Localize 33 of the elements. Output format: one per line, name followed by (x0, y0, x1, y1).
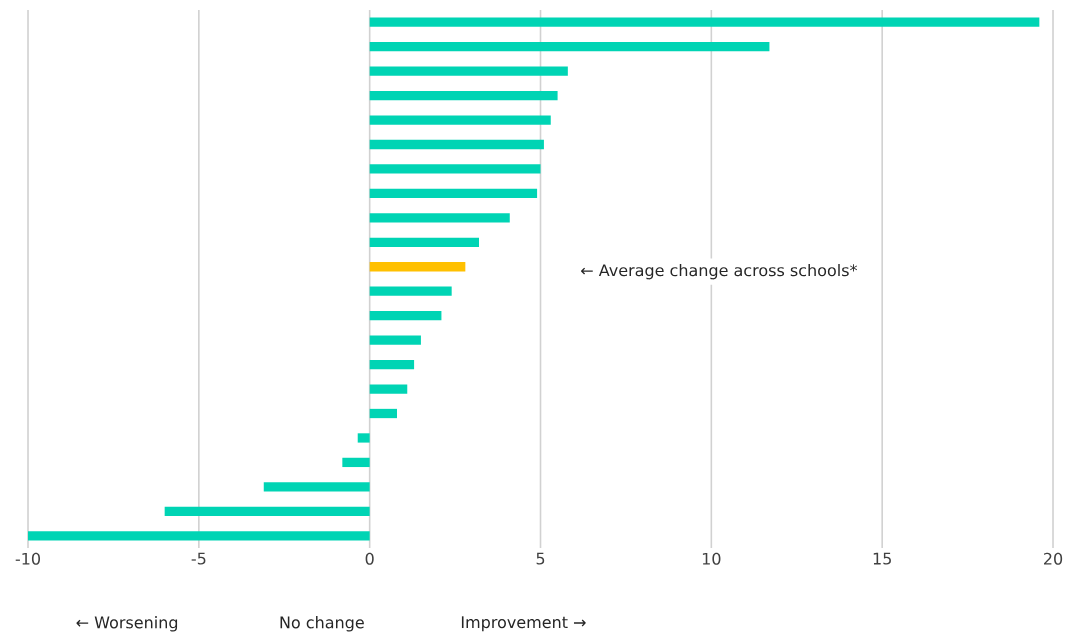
text: ← Worsening (76, 616, 178, 632)
bar (369, 237, 480, 247)
bar (263, 482, 370, 492)
text: Improvement → (461, 616, 586, 632)
bar (342, 457, 370, 468)
bar (28, 531, 370, 541)
annotation: ← Average change across schools* (581, 263, 858, 280)
bar (369, 139, 544, 150)
bar (369, 408, 398, 419)
bar (369, 384, 408, 394)
bar (369, 359, 415, 370)
x-tick-label: 15 (873, 552, 891, 565)
bar (369, 213, 510, 223)
x-tick-label: 0 (365, 552, 374, 565)
bar (369, 286, 452, 296)
bar (369, 164, 541, 174)
x-tick-label: 10 (702, 552, 721, 565)
bar (369, 188, 538, 199)
bar (369, 335, 421, 345)
bar (369, 42, 770, 52)
bar (164, 506, 370, 516)
bar (369, 17, 1040, 27)
x-tick-label: 5 (536, 552, 545, 565)
bar (369, 90, 558, 101)
bar (369, 66, 568, 76)
x-tick-label: -10 (15, 552, 41, 565)
bar (369, 311, 442, 321)
text: No change (280, 616, 364, 632)
bar (369, 115, 551, 125)
bar (369, 262, 466, 272)
x-tick-label: 20 (1044, 552, 1063, 565)
x-tick-label: -5 (191, 552, 206, 565)
bar (357, 433, 370, 443)
